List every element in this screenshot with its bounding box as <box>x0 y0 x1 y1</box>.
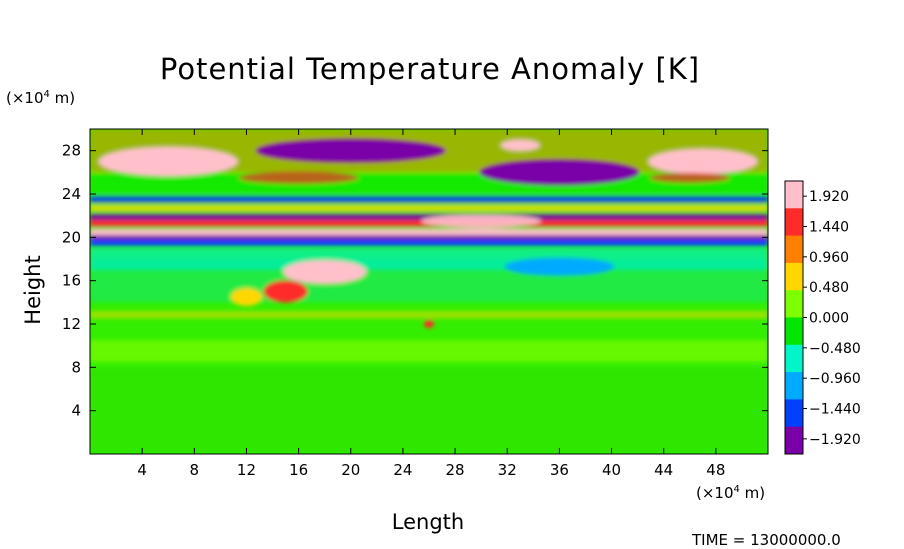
colorbar-label: 1.440 <box>809 220 849 236</box>
x-tick-label: 20 <box>341 461 360 479</box>
colorbar-swatch <box>785 235 803 264</box>
colorbar-swatch <box>785 317 803 346</box>
colorbar-swatch <box>785 372 803 400</box>
x-tick-label: 40 <box>602 461 621 479</box>
chart-title: Potential Temperature Anomaly [K] <box>159 52 701 86</box>
y-tick-label: 4 <box>71 402 81 420</box>
x-tick-label: 44 <box>654 461 673 479</box>
x-axis-label: Length <box>391 510 465 534</box>
y-tick-label: 16 <box>62 272 81 290</box>
colorbar-swatch <box>785 181 803 209</box>
colorbar-label: −1.440 <box>809 402 861 418</box>
anomaly-field <box>90 129 768 454</box>
colorbar-swatch <box>785 344 803 373</box>
y-tick-label: 12 <box>62 315 81 333</box>
y-tick-label: 20 <box>62 228 81 246</box>
y-tick-label: 24 <box>62 185 81 203</box>
colorbar-label: 0.000 <box>809 311 849 327</box>
y-tick-label: 8 <box>71 358 81 376</box>
x-tick-label: 32 <box>498 461 517 479</box>
x-tick-label: 48 <box>706 461 725 479</box>
colorbar-swatch <box>785 399 803 428</box>
colorbar-swatch <box>785 290 803 318</box>
y-tick-label: 28 <box>62 142 81 160</box>
x-unit-label: (×104 m) <box>696 484 766 502</box>
colorbar-label: 1.920 <box>809 189 849 205</box>
colorbar: 1.920 1.440 0.960 0.480 0.000 −0.480 −0.960 −1.… <box>784 180 861 455</box>
x-tick-label: 4 <box>137 461 147 479</box>
x-tick-label: 16 <box>289 461 308 479</box>
colorbar-label: −0.480 <box>809 341 861 357</box>
x-tick-label: 36 <box>550 461 569 479</box>
colorbar-swatch <box>785 426 803 455</box>
y-unit-label: (×104 m) <box>6 89 76 107</box>
colorbar-label: −0.960 <box>809 371 861 387</box>
x-tick-label: 24 <box>393 461 412 479</box>
x-tick-label: 12 <box>237 461 256 479</box>
colorbar-label: 0.480 <box>809 280 849 296</box>
colorbar-label: 0.960 <box>809 250 849 266</box>
colorbar-swatch <box>785 208 803 237</box>
time-label: TIME = 13000000.0 <box>692 531 841 549</box>
plot-frame <box>89 128 769 455</box>
colorbar-label: −1.920 <box>809 432 861 448</box>
x-tick-label: 28 <box>446 461 465 479</box>
x-tick-label: 8 <box>190 461 200 479</box>
colorbar-swatch <box>785 262 803 291</box>
